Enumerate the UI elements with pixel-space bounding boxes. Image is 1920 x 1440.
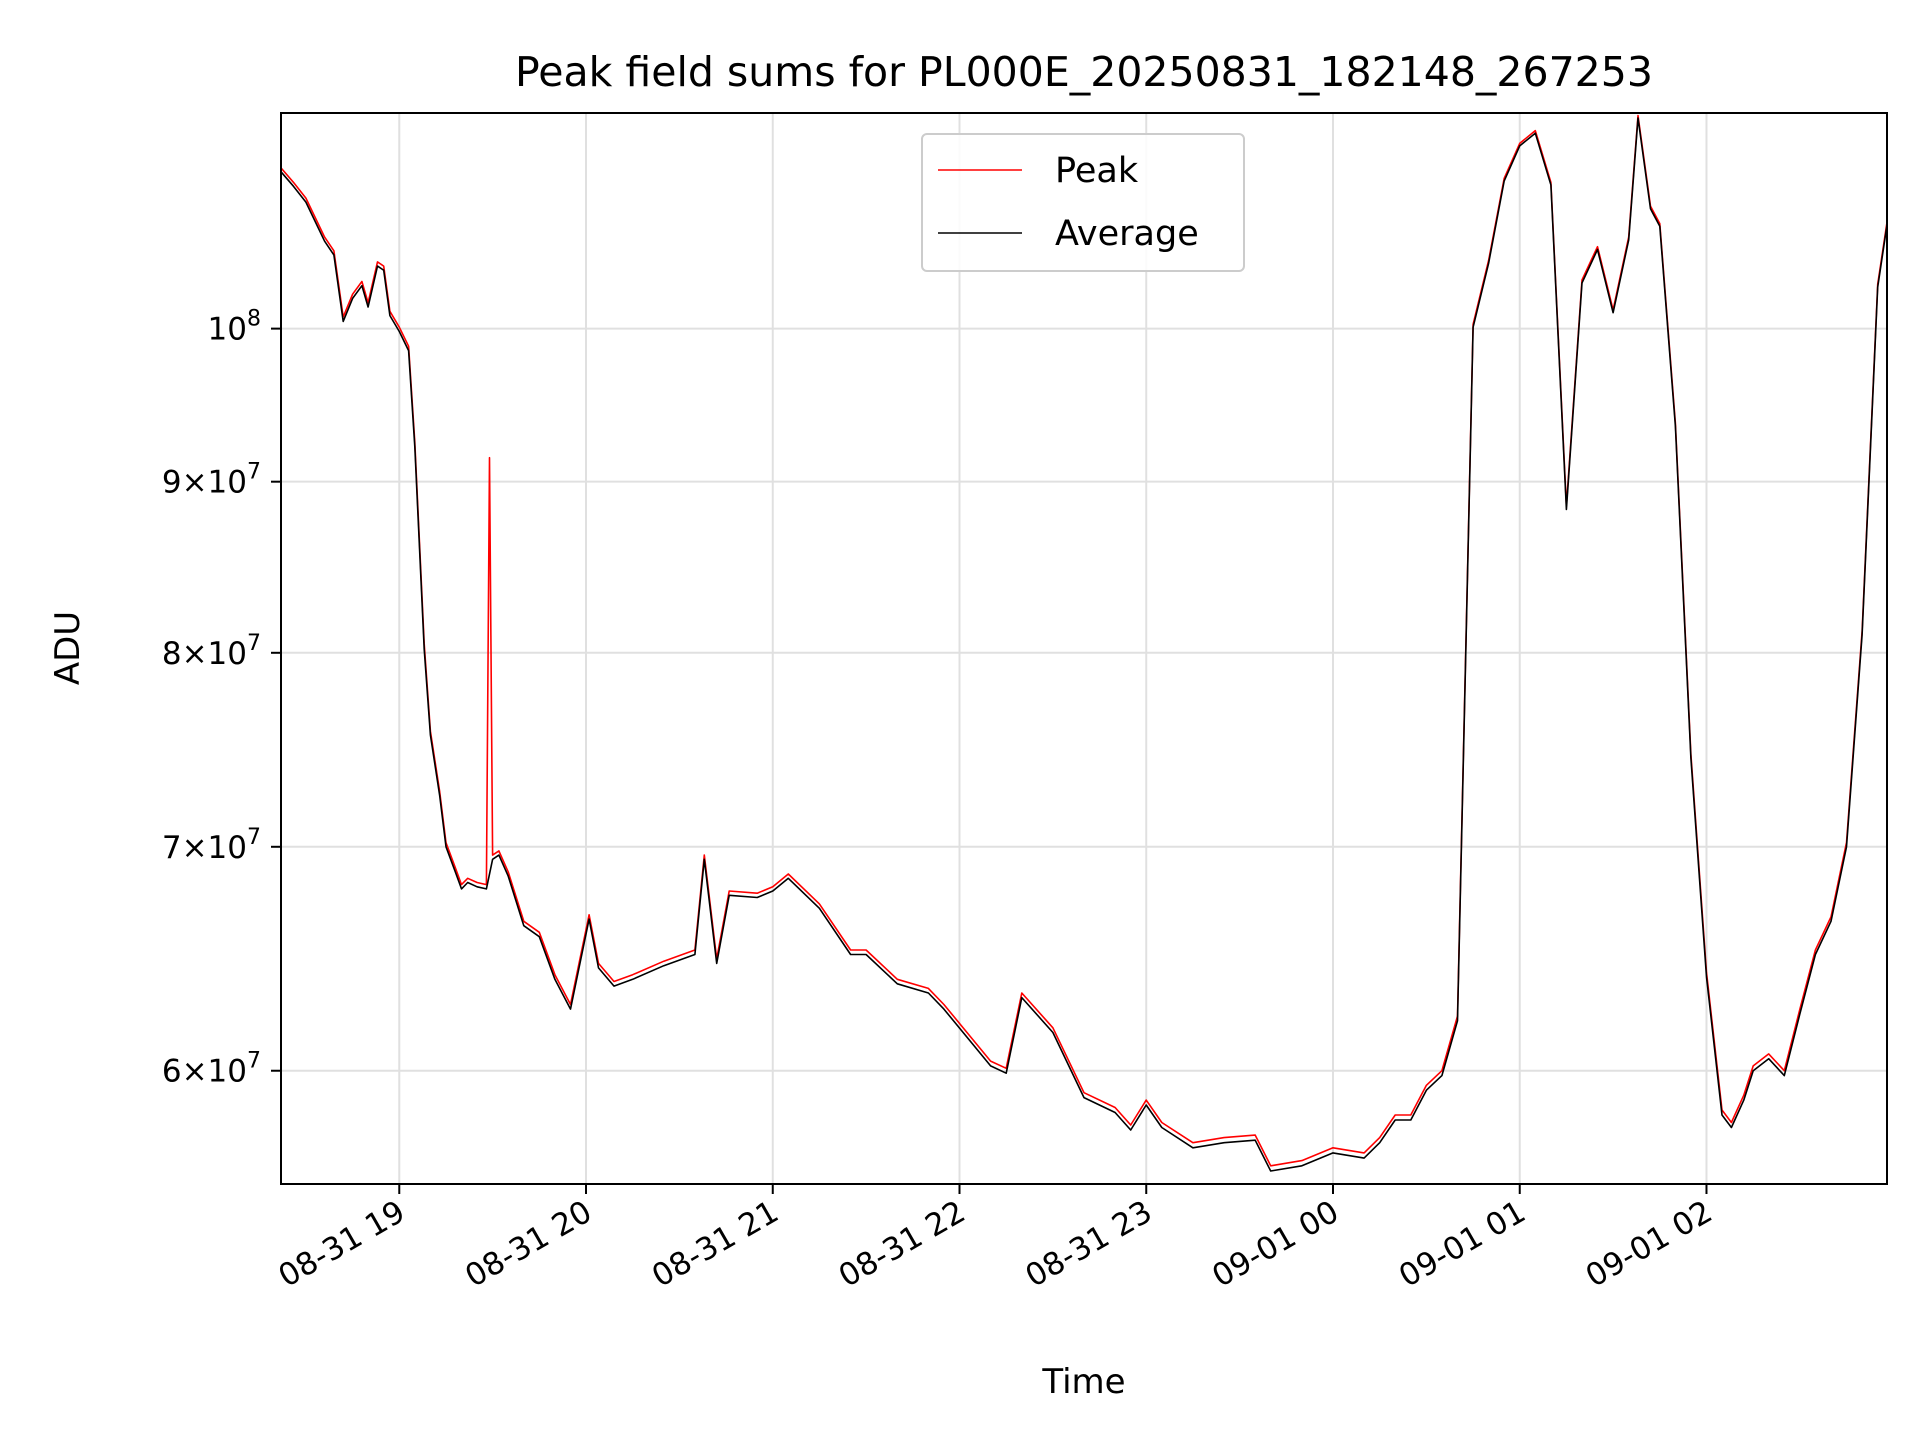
legend: Peak Average (921, 133, 1245, 272)
y-tick-exponent: 8 (247, 307, 261, 332)
legend-frame (921, 133, 1245, 272)
plot-area (281, 113, 1887, 1184)
y-axis: 6×107 7×107 8×107 9×107 108 (162, 307, 281, 1090)
x-tick-label: 08-31 23 (1020, 1194, 1159, 1295)
x-axis-label: Time (1041, 1362, 1125, 1402)
y-tick-label: 108 (208, 307, 261, 348)
x-tick-label: 09-01 00 (1206, 1194, 1345, 1295)
y-axis-label: ADU (48, 611, 88, 685)
x-tick-label: 08-31 20 (459, 1194, 598, 1295)
series-line-average (280, 117, 1888, 1172)
plot-frame (280, 112, 1888, 1185)
y-tick-exponent: 7 (247, 1049, 261, 1074)
chart-title: Peak field sums for PL000E_20250831_1821… (515, 48, 1653, 96)
x-tick-label: 09-01 01 (1393, 1194, 1532, 1295)
y-tick-label: 8×107 (162, 631, 261, 672)
x-tick-label: 08-31 22 (833, 1194, 972, 1295)
x-tick-label: 09-01 02 (1580, 1194, 1719, 1295)
legend-label-peak: Peak (1055, 151, 1139, 191)
grid (281, 113, 1887, 1184)
y-tick-exponent: 7 (247, 460, 261, 485)
x-tick-label: 08-31 21 (646, 1194, 785, 1295)
y-tick-exponent: 7 (247, 825, 261, 850)
series-lines (280, 114, 1888, 1172)
x-axis: 08-31 19 08-31 20 08-31 21 08-31 22 08-31 23… (273, 1184, 1719, 1295)
x-tick-label: 08-31 19 (273, 1194, 412, 1295)
y-tick-exponent: 7 (247, 631, 261, 656)
legend-label-average: Average (1055, 214, 1199, 254)
y-tick-label: 7×107 (162, 825, 261, 866)
y-tick-label: 6×107 (162, 1049, 261, 1090)
y-tick-label: 9×107 (162, 460, 261, 501)
